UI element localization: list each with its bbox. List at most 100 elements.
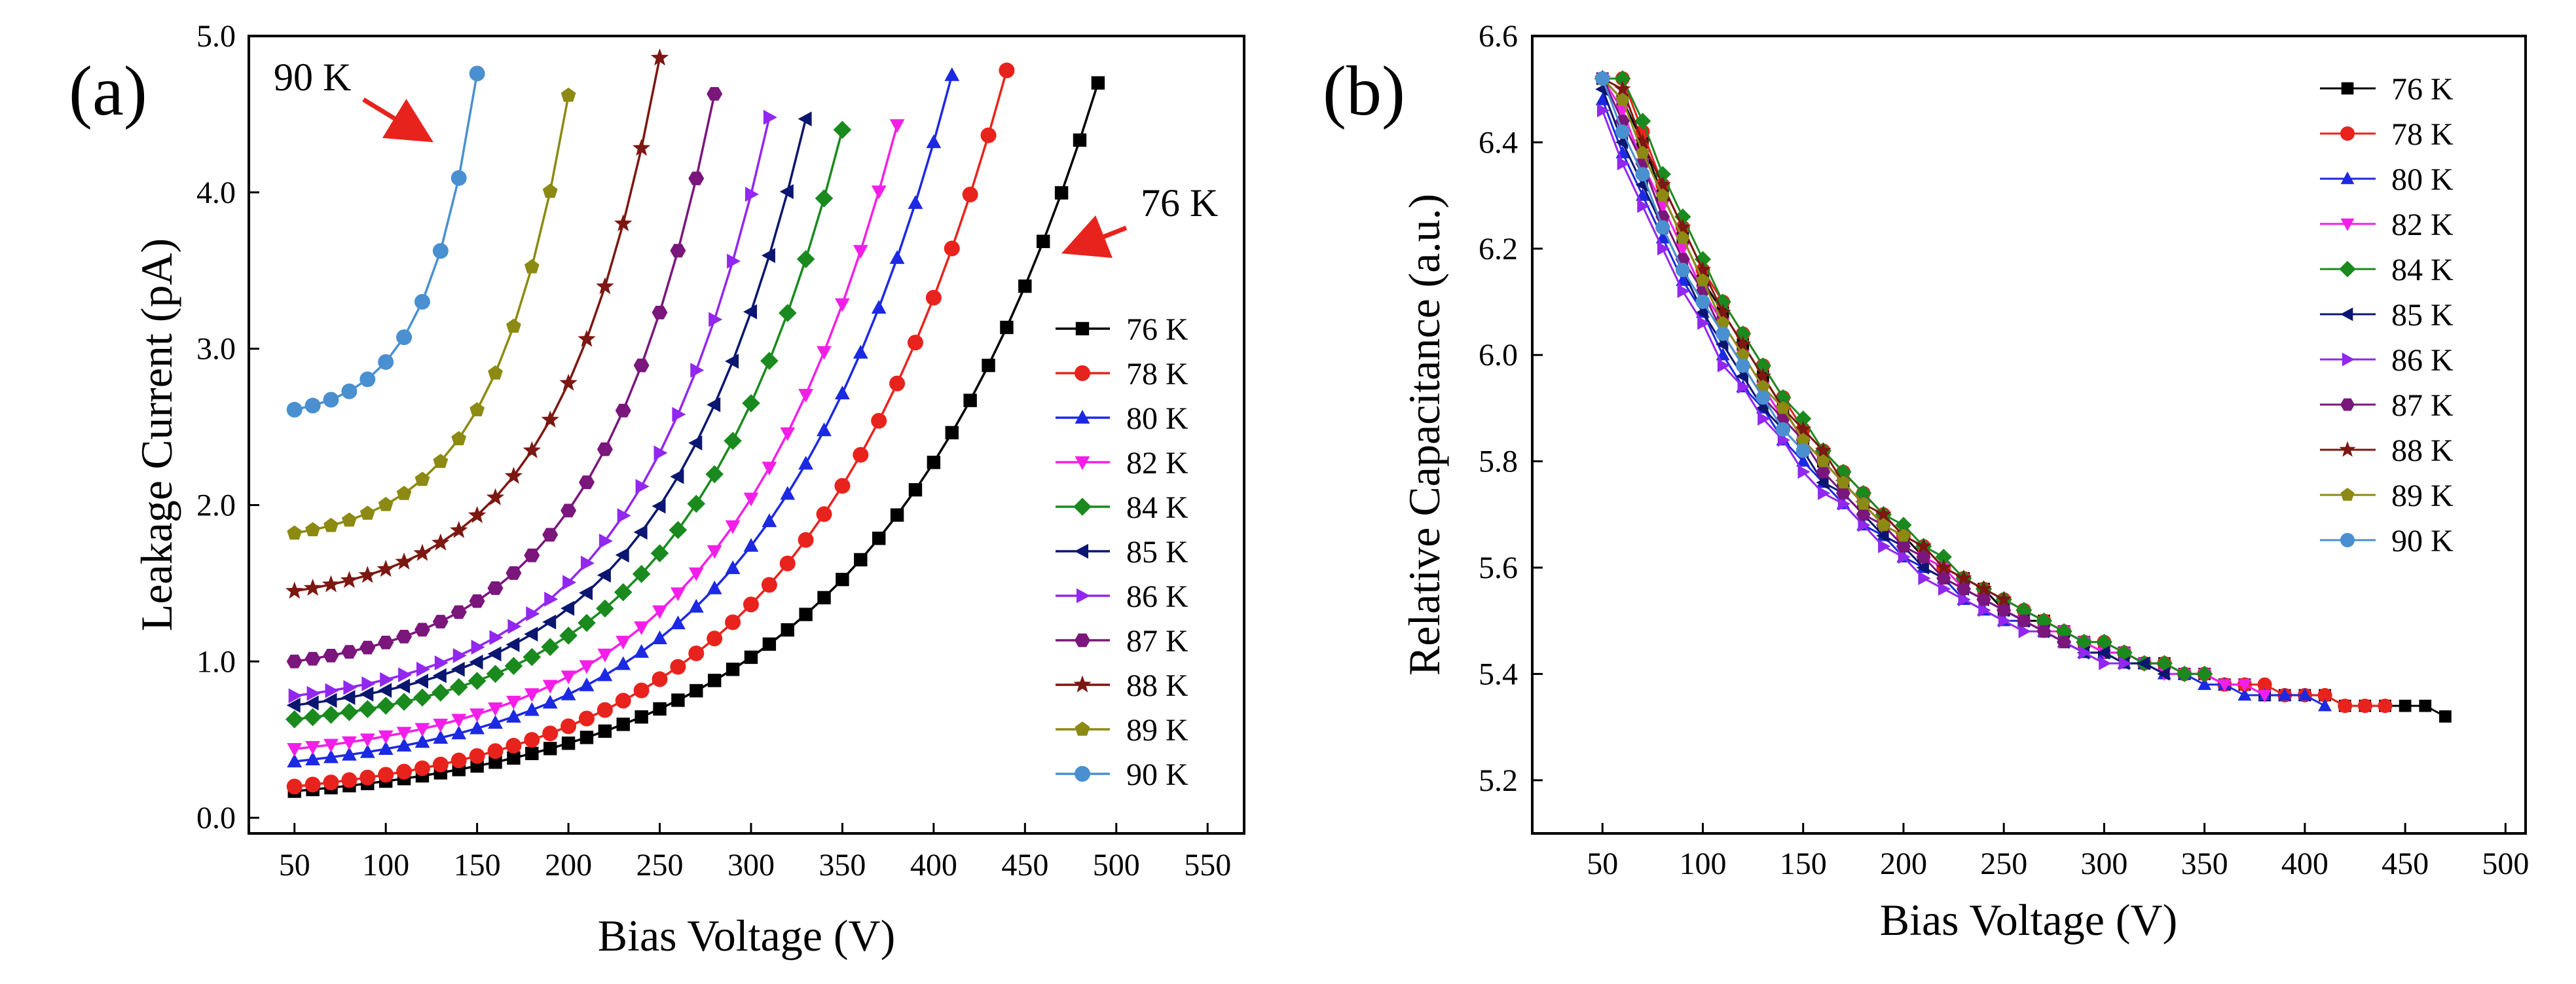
data-point (341, 645, 358, 659)
data-point (1878, 539, 1891, 553)
legend-b: 76 K 78 K 80 K 82 K 84 K 85 K 86 K 87 K 88 K 89 K… (2320, 72, 2454, 558)
data-point (853, 446, 869, 463)
data-point (342, 736, 357, 750)
data-point (945, 426, 959, 440)
data-point (579, 660, 595, 674)
legend-item-b-80k: 80 K (2320, 162, 2454, 197)
data-point (414, 471, 430, 486)
data-point (304, 695, 319, 711)
series-a-80k (287, 67, 960, 768)
data-point (672, 407, 686, 422)
legend-label: 82 K (2391, 208, 2454, 242)
panel-b-label: (b) (1323, 52, 1405, 130)
data-point (742, 394, 760, 412)
data-point (451, 661, 465, 677)
data-point (597, 648, 613, 663)
data-point (798, 111, 812, 126)
y-tick-label-b: 6.4 (1479, 125, 1518, 160)
data-point (580, 731, 594, 744)
series-b-89k (1595, 71, 1911, 542)
data-point (1876, 528, 1889, 543)
data-point (2257, 677, 2272, 692)
data-point (707, 545, 722, 559)
data-point (469, 402, 485, 416)
series-b-87k (1595, 72, 2072, 649)
data-point (342, 746, 357, 761)
data-point (962, 187, 978, 203)
data-point (559, 627, 578, 645)
data-point (707, 397, 721, 412)
legend-item-a-86k: 86 K (1056, 579, 1188, 614)
data-point (1976, 593, 1991, 606)
data-point (853, 245, 868, 259)
data-point (322, 575, 340, 592)
data-point (598, 534, 613, 549)
data-point (489, 630, 504, 646)
data-point (615, 403, 631, 418)
data-point (2318, 699, 2332, 712)
data-point (670, 659, 686, 675)
data-point (449, 678, 468, 697)
data-point (1054, 186, 1069, 200)
legend-item-a-80k: 80 K (1056, 401, 1188, 436)
data-point (762, 637, 777, 651)
data-point (743, 304, 757, 319)
series-b-84k (1594, 70, 2213, 682)
data-point (579, 475, 595, 490)
series-line (1602, 77, 1904, 537)
data-point (579, 585, 593, 600)
data-point (1018, 279, 1032, 293)
data-point (1876, 518, 1890, 531)
data-point (1657, 242, 1670, 256)
data-point (1614, 81, 1631, 96)
data-point (2399, 699, 2412, 712)
data-point (1735, 335, 1752, 352)
data-point (598, 724, 612, 738)
data-point (469, 654, 483, 670)
data-point (1836, 486, 1850, 500)
data-point (343, 680, 358, 695)
data-point (325, 683, 339, 699)
x-tick-label-b: 150 (1780, 847, 1827, 881)
data-point (944, 240, 960, 257)
data-point (781, 623, 794, 637)
x-axis-title-b: Bias Voltage (V) (1880, 895, 2178, 945)
series-a-84k (285, 120, 852, 729)
data-point (578, 613, 596, 632)
legend-label: 80 K (2391, 162, 2454, 197)
legend-marker (2340, 172, 2355, 185)
data-point (690, 363, 705, 378)
data-point (836, 572, 849, 587)
data-point (1776, 422, 1791, 437)
data-point (2196, 665, 2213, 682)
legend-item-b-76k: 76 K (2320, 72, 2454, 107)
data-point (432, 615, 449, 629)
data-point (523, 647, 542, 666)
annotations-a: 90 K 76 K (274, 56, 1218, 258)
data-point (359, 769, 376, 786)
data-point (1735, 358, 1750, 373)
data-point (2237, 679, 2252, 692)
data-point (671, 587, 686, 602)
data-point (542, 725, 559, 742)
data-point (1935, 558, 1952, 575)
data-point (413, 543, 432, 561)
data-point (524, 732, 540, 748)
data-point (542, 680, 558, 694)
legend-label: 88 K (2391, 433, 2454, 468)
data-point (798, 456, 813, 470)
data-point (815, 189, 834, 208)
data-point (798, 389, 813, 403)
legend-marker (2340, 398, 2355, 411)
data-point (542, 695, 558, 709)
legend-item-b-84k: 84 K (2320, 253, 2454, 287)
data-point (1736, 348, 1750, 361)
data-point (506, 708, 521, 723)
legend-item-b-82k: 82 K (2320, 208, 2454, 242)
x-tick-label-a: 100 (362, 848, 409, 883)
data-point (1796, 433, 1811, 446)
data-point (650, 48, 669, 66)
data-point (1795, 443, 1811, 458)
data-point (561, 670, 576, 685)
data-point (1776, 401, 1790, 414)
